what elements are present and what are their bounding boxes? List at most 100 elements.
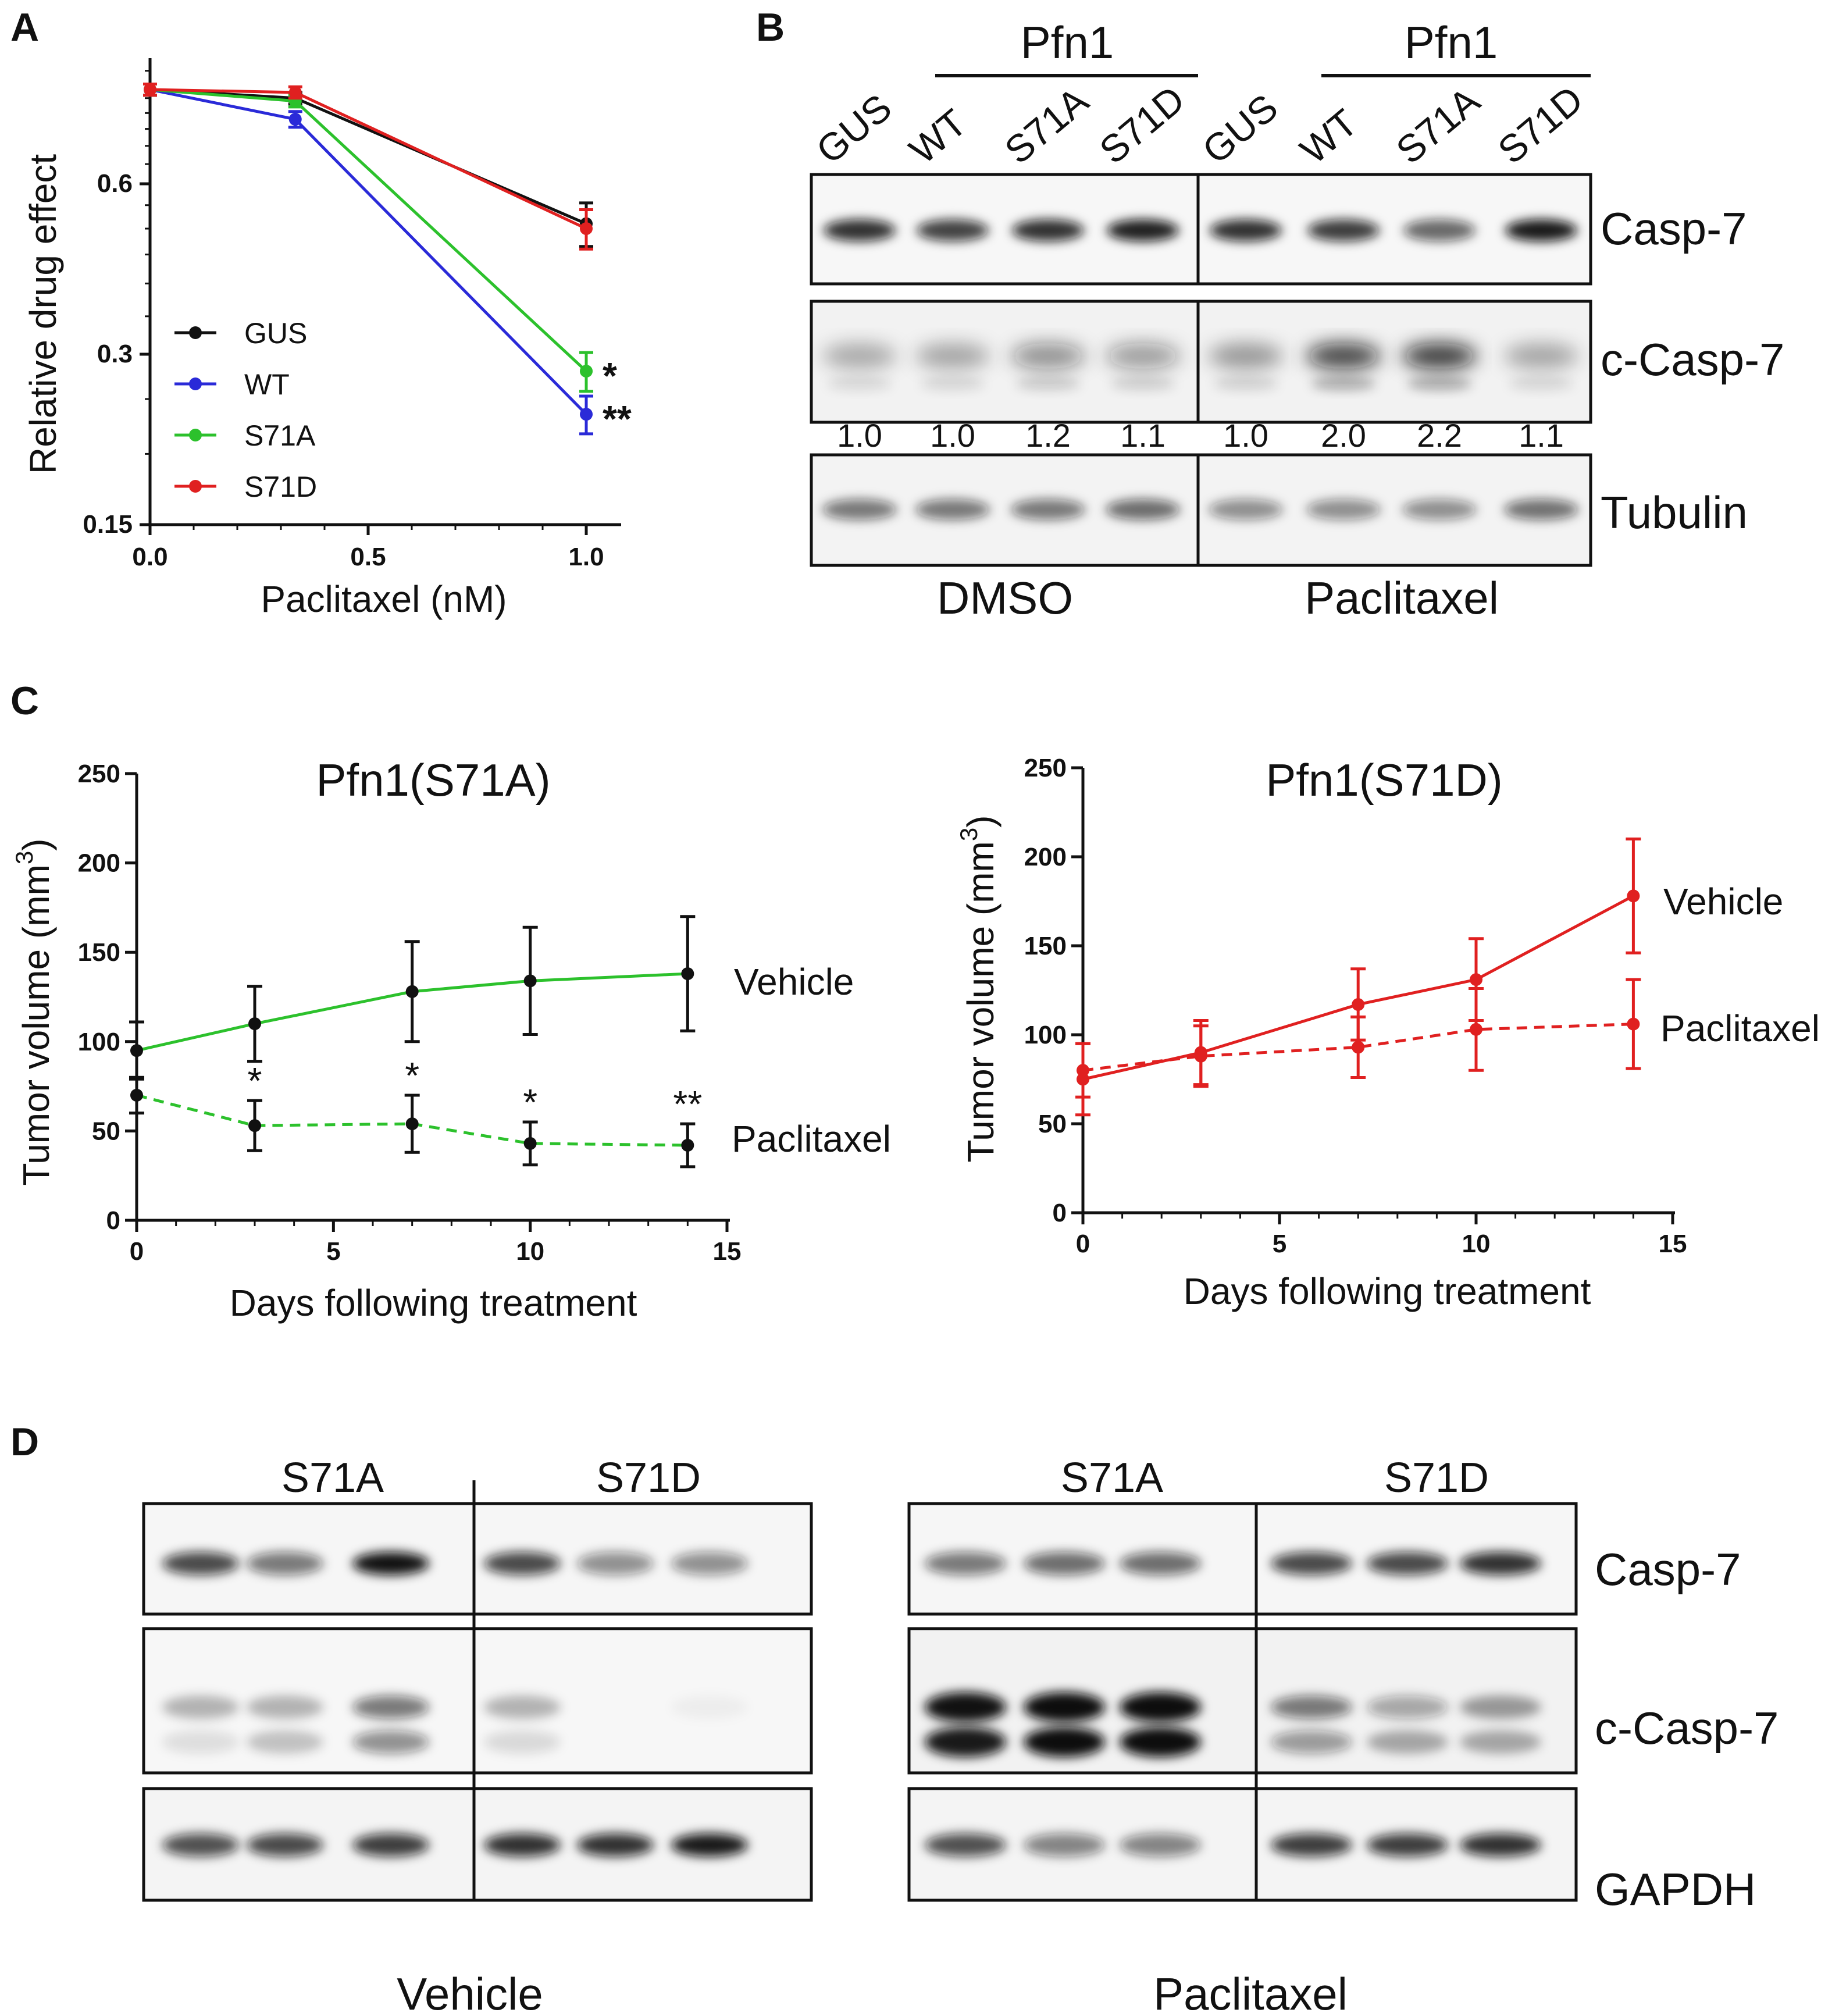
b-lane-label: S71D	[1091, 77, 1192, 172]
c1-y-tick-label: 50	[92, 1117, 120, 1145]
c1-point	[130, 1044, 143, 1057]
c2-y-label-end: )	[960, 815, 1002, 827]
d-condition-paclitaxel: Paclitaxel	[1153, 1968, 1348, 2016]
c2-y-label: Tumor volume (mm3)	[955, 815, 1002, 1162]
a-significance: **	[603, 398, 632, 440]
b-casp7-band	[917, 219, 989, 241]
c1-x-tick-label: 0	[130, 1237, 144, 1266]
d-gapdh-band	[925, 1833, 1006, 1857]
panel-label-d: D	[10, 1420, 39, 1464]
c2-x-tick-label: 0	[1076, 1230, 1090, 1258]
d-ccasp7-upper-band	[484, 1696, 561, 1719]
c1-y-label-end: )	[15, 838, 57, 850]
d-paclitaxel-ccasp7-membrane	[907, 1627, 1578, 1775]
c1-y-label: Tumor volume (mm3)	[10, 838, 57, 1185]
b-lane-label: WT	[1292, 101, 1365, 172]
c2-y-tick-label: 250	[1024, 754, 1067, 782]
c2-x-tick-label: 10	[1462, 1230, 1491, 1258]
c2-point	[1077, 1064, 1089, 1077]
b-ccasp7-lower-band	[1110, 377, 1175, 391]
b-quant-value: 1.0	[930, 417, 975, 454]
b-ccasp7-lower-band	[827, 377, 892, 391]
c1-significance: *	[523, 1081, 537, 1123]
d-ccasp7-upper-band	[925, 1692, 1006, 1722]
b-quant-value: 2.0	[1321, 417, 1366, 454]
c1-point	[130, 1088, 143, 1102]
d-ccasp7-lower-band	[247, 1730, 323, 1754]
c1-y-tick-label: 100	[78, 1028, 120, 1056]
c2-y-label-sup: 3	[955, 828, 982, 841]
d-casp7-band	[162, 1552, 239, 1575]
a-point-S71A	[580, 365, 593, 378]
c2-x-tick-label: 15	[1659, 1230, 1687, 1258]
a-x-tick-label: 0.5	[350, 543, 386, 571]
d-ccasp7-lower-band	[1271, 1730, 1352, 1754]
d-group-s71a-2: S71A	[1061, 1455, 1163, 1501]
c2-point	[1627, 889, 1640, 903]
b-row-label-tubulin: Tubulin	[1601, 487, 1748, 538]
c1-y-tick-label: 200	[78, 849, 120, 878]
c1-title: Pfn1(S71A)	[316, 754, 550, 806]
c1-point	[681, 1138, 694, 1152]
b-quant-value: 2.2	[1417, 417, 1462, 454]
b-ccasp7-band	[1011, 343, 1085, 369]
d-ccasp7-upper-band	[1460, 1696, 1541, 1719]
a-point-WT	[580, 408, 593, 421]
d-ccasp7-lower-band	[352, 1730, 429, 1754]
d-casp7-band	[1120, 1552, 1201, 1575]
b-ccasp7-band	[1504, 343, 1578, 369]
d-group-s71d-2: S71D	[1384, 1455, 1489, 1501]
b-ccasp7-band	[1209, 343, 1283, 369]
c1-point	[405, 1117, 419, 1131]
b-ccasp7-lower-band	[1213, 377, 1278, 391]
b-group-header-2: Pfn1	[1405, 17, 1498, 68]
a-significance: *	[603, 355, 617, 397]
d-ccasp7-lower-band	[1460, 1730, 1541, 1754]
a-legend-label: S71D	[244, 471, 317, 503]
d-gapdh-band	[1120, 1833, 1201, 1857]
d-gapdh-band	[1367, 1833, 1448, 1857]
a-x-tick-label: 0.0	[132, 543, 167, 571]
d-gapdh-band	[671, 1833, 748, 1857]
b-quant-value: 1.0	[1223, 417, 1268, 454]
a-legend-label: S71A	[244, 419, 316, 452]
d-ccasp7-upper-band	[352, 1696, 429, 1719]
d-gapdh-band	[1024, 1833, 1105, 1857]
a-x-tick-label: 1.0	[568, 543, 604, 571]
panel-label-a: A	[10, 5, 39, 49]
a-series-line-S71D	[149, 88, 587, 230]
c1-x-label: Days following treatment	[230, 1282, 637, 1324]
c2-point	[1470, 1023, 1482, 1036]
a-series-line-S71A	[149, 88, 587, 372]
a-series-line-GUS	[149, 88, 587, 225]
d-ccasp7-lower-band	[484, 1730, 561, 1754]
panel-label-b: B	[756, 5, 785, 49]
d-casp7-band	[352, 1552, 429, 1575]
b-casp7-band	[1210, 219, 1282, 241]
b-tubulin-band	[1106, 499, 1180, 520]
d-ccasp7-upper-band	[1271, 1696, 1352, 1719]
a-y-tick-label: 0.6	[97, 169, 133, 198]
b-ccasp7-band	[1402, 343, 1477, 369]
d-condition-vehicle: Vehicle	[397, 1968, 543, 2016]
d-casp7-band	[1460, 1552, 1541, 1575]
a-legend-marker	[189, 480, 202, 493]
d-casp7-band	[247, 1552, 323, 1575]
d-ccasp7-lower-band	[925, 1727, 1006, 1757]
c1-point	[681, 967, 694, 981]
c2-point	[1627, 1017, 1640, 1031]
b-ccasp7-lower-band	[1509, 377, 1574, 391]
c1-y-label-main: Tumor volume (mm	[15, 864, 57, 1185]
b-lane-label: S71A	[996, 79, 1096, 172]
b-quant-value: 1.1	[1120, 417, 1166, 454]
b-ccasp7-lower-band	[1311, 377, 1376, 391]
c2-line-paclitaxel	[1082, 1023, 1634, 1072]
a-legend-label: WT	[244, 368, 290, 401]
c1-x-tick-label: 10	[516, 1237, 544, 1266]
d-gapdh-band	[162, 1833, 239, 1857]
c2-point	[1470, 973, 1482, 986]
b-tubulin-band	[1504, 499, 1578, 520]
c1-point	[523, 974, 537, 988]
b-ccasp7-band	[822, 343, 897, 369]
b-lane-label: GUS	[1194, 86, 1285, 172]
